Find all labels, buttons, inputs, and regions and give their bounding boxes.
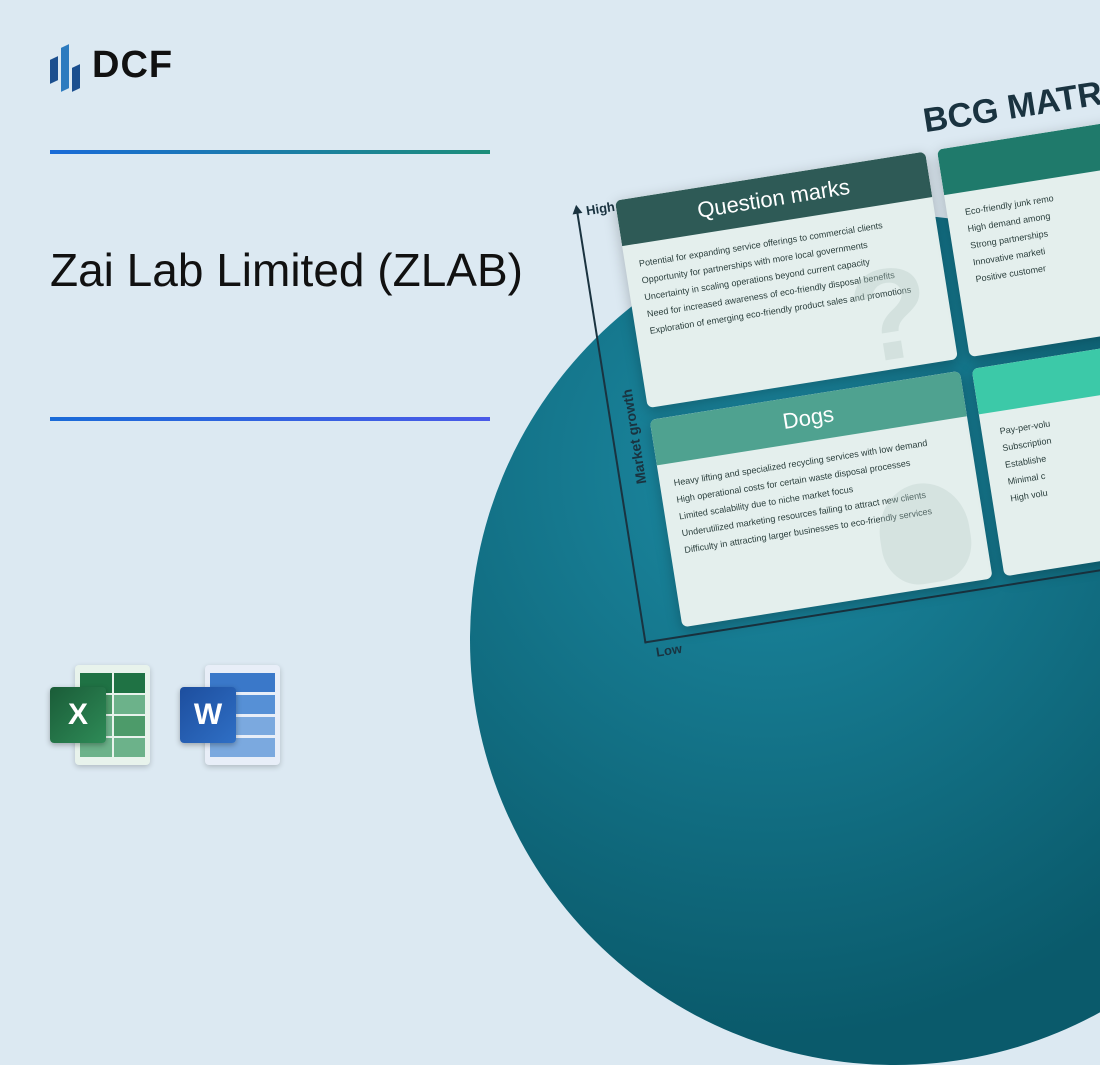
page-title: Zai Lab Limited (ZLAB) [50,244,550,297]
divider-top [50,150,490,154]
word-badge-letter: W [180,687,236,743]
logo-text: DCF [92,44,173,87]
matrix-grid: Question marks Potential for expanding s… [615,101,1100,628]
quadrant-stars: Eco-friendly junk remo High demand among… [937,101,1100,358]
excel-icon[interactable]: X [50,665,150,765]
quadrant-cash-cows: Pay-per-volu Subscription Establishe Min… [972,320,1100,577]
y-axis-label: Market growth [619,388,650,485]
matrix-body: Market growth Market share High Low Ques… [546,108,1100,677]
excel-badge-letter: X [50,687,106,743]
logo-bars-icon [50,40,80,90]
app-icons-row: X W [50,665,280,765]
divider-bottom [50,417,490,421]
logo: DCF [50,40,550,90]
left-panel: DCF Zai Lab Limited (ZLAB) [50,40,550,421]
axis-high-label: High [585,199,616,218]
axis-low-label: Low [655,641,683,660]
quadrant-dogs: Dogs Heavy lifting and specialized recyc… [650,371,993,628]
word-icon[interactable]: W [180,665,280,765]
quadrant-question-marks: Question marks Potential for expanding s… [615,152,958,409]
bcg-matrix: BCG MATRIX Market growth Market share Hi… [538,60,1100,678]
